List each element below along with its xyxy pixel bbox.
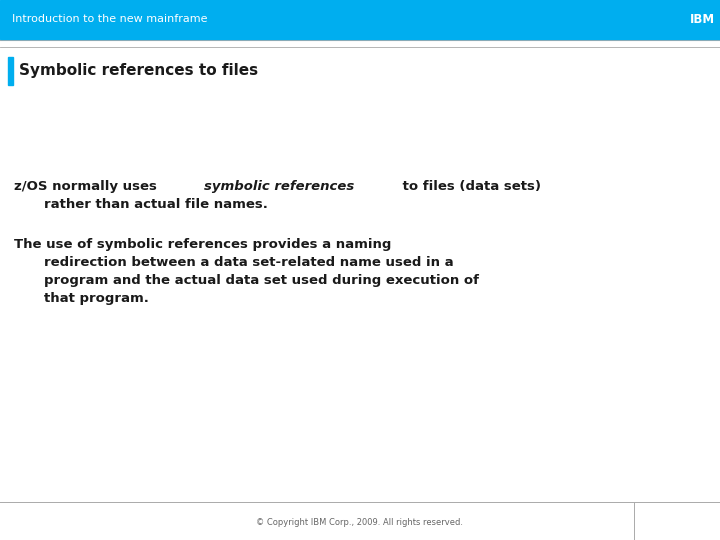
Text: that program.: that program.: [44, 292, 149, 305]
Bar: [0, 0, 720, 39]
Text: rather than actual file names.: rather than actual file names.: [44, 198, 268, 211]
Text: symbolic references: symbolic references: [204, 180, 354, 193]
Text: to files (data sets): to files (data sets): [398, 180, 541, 193]
Text: Symbolic references to files: Symbolic references to files: [19, 64, 258, 78]
Text: z/OS normally uses: z/OS normally uses: [14, 180, 161, 193]
Text: program and the actual data set used during execution of: program and the actual data set used dur…: [44, 274, 479, 287]
Text: © Copyright IBM Corp., 2009. All rights reserved.: © Copyright IBM Corp., 2009. All rights …: [256, 518, 464, 528]
Text: Introduction to the new mainframe: Introduction to the new mainframe: [12, 15, 207, 24]
Text: redirection between a data set-related name used in a: redirection between a data set-related n…: [44, 256, 454, 269]
Text: The use of symbolic references provides a naming: The use of symbolic references provides …: [14, 238, 392, 251]
Text: IBM: IBM: [690, 13, 714, 26]
Bar: [8, 57, 13, 85]
